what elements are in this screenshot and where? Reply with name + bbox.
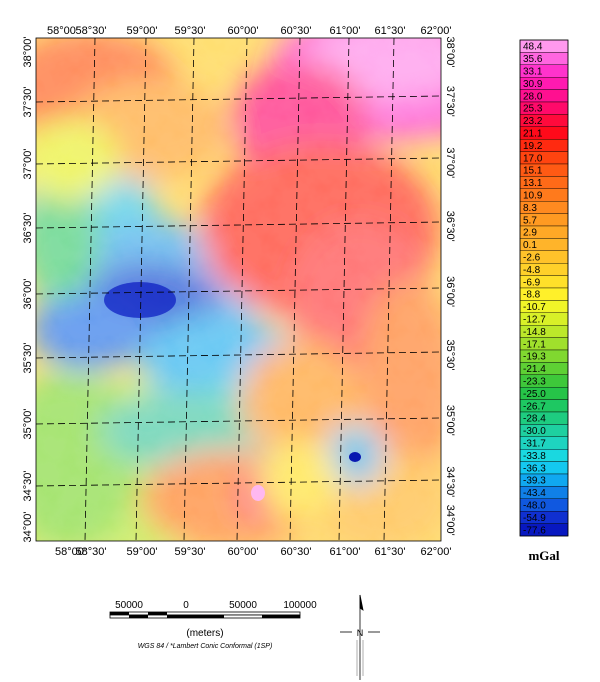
- legend-value: -28.4: [523, 414, 546, 425]
- legend-value: -12.7: [523, 315, 546, 326]
- map-frame: [35, 37, 442, 542]
- left-lat-label: 36°30': [22, 213, 34, 244]
- legend-value: 10.9: [523, 191, 543, 202]
- legend-value: -54.9: [523, 513, 546, 524]
- legend-value: -31.7: [523, 439, 546, 450]
- left-lat-label: 34°00': [22, 512, 34, 543]
- right-lat-label: 34°30': [444, 466, 456, 497]
- right-latitude-labels: 38°00' 37°30' 37°00' 36°30' 36°00' 35°30' 35°0…: [444, 37, 456, 536]
- legend-value: -10.7: [523, 302, 546, 313]
- legend-value: -77.6: [523, 525, 546, 536]
- left-lat-label: 35°30': [22, 343, 34, 374]
- legend-value: 23.2: [523, 116, 543, 127]
- legend-value: 33.1: [523, 67, 543, 78]
- right-lat-label: 37°00': [444, 147, 456, 178]
- legend-unit: mGal: [528, 548, 559, 563]
- legend-value: 35.6: [523, 54, 543, 65]
- projection-label: WGS 84 / *Lambert Conic Conformal (1SP): [138, 643, 273, 650]
- right-lat-label: 38°00': [444, 37, 456, 68]
- legend-value: -48.0: [523, 501, 546, 512]
- legend-value: -30.0: [523, 426, 546, 437]
- top-lon-label: 60°00': [228, 25, 259, 37]
- legend-value: 25.3: [523, 104, 543, 115]
- scale-unit-label: (meters): [186, 628, 223, 639]
- bottom-lon-label: 61°00': [330, 546, 361, 558]
- top-lon-label: 59°30': [175, 25, 206, 37]
- legend-value: -2.6: [523, 253, 541, 264]
- bottom-lon-label: 62°00': [421, 546, 452, 558]
- graticule-lines: [35, 37, 442, 542]
- legend-value: -33.8: [523, 451, 546, 462]
- legend-value: -23.3: [523, 377, 546, 388]
- legend-value: -6.9: [523, 277, 541, 288]
- bottom-lon-label: 61°30': [375, 546, 406, 558]
- top-lon-label: 60°30': [281, 25, 312, 37]
- legend-value: -25.0: [523, 389, 546, 400]
- color-legend: 48.435.6 33.130.928.0 25.323.2 21.119.217.0…: [519, 39, 569, 537]
- scale-bar: 50000 0 50000 100000: [109, 600, 317, 619]
- top-lon-label: 62°00': [421, 25, 452, 37]
- left-lat-label: 36°00': [22, 279, 34, 310]
- right-lat-label: 34°00': [444, 505, 456, 536]
- top-lon-label: 59°00': [127, 25, 158, 37]
- top-lon-label: 58°00': [47, 25, 78, 37]
- left-lat-label: 34°30': [22, 471, 34, 502]
- top-lon-label: 58°30': [76, 25, 107, 37]
- legend-value: -39.3: [523, 476, 546, 487]
- legend-value: 48.4: [523, 42, 543, 53]
- legend-value: 0.1: [523, 240, 537, 251]
- legend-value: 21.1: [523, 129, 543, 140]
- north-arrow-icon: [340, 594, 380, 680]
- legend-value: 19.2: [523, 141, 543, 152]
- right-lat-label: 35°30': [444, 340, 456, 371]
- legend-value: -8.8: [523, 290, 541, 301]
- legend-value: -21.4: [523, 364, 546, 375]
- bottom-lon-label: 58°30': [76, 546, 107, 558]
- scale-tick-label: 50000: [229, 600, 257, 611]
- bottom-lon-label: 60°30': [281, 546, 312, 558]
- legend-value: 15.1: [523, 166, 543, 177]
- left-latitude-labels: 38°00' 37°30' 37°00' 36°30' 36°00' 35°30' 35°0…: [22, 37, 34, 543]
- legend-value: 17.0: [523, 153, 543, 164]
- legend-value: 13.1: [523, 178, 543, 189]
- right-lat-label: 36°30': [444, 211, 456, 242]
- left-lat-label: 37°30': [22, 87, 34, 118]
- top-longitude-labels: 58°00'58°30' 59°00' 59°30' 60°00' 60°30' 61°0…: [47, 25, 451, 37]
- scale-tick-label: 100000: [283, 600, 317, 611]
- legend-value: -43.4: [523, 488, 546, 499]
- legend-value: -4.8: [523, 265, 541, 276]
- bottom-lon-label: 58°00': [55, 546, 86, 558]
- right-lat-label: 37°30': [444, 86, 456, 117]
- north-arrow-label: N: [357, 628, 364, 638]
- legend-value: 30.9: [523, 79, 543, 90]
- legend-value: -19.3: [523, 352, 546, 363]
- legend-value: 2.9: [523, 228, 537, 239]
- legend-value: -14.8: [523, 327, 546, 338]
- left-lat-label: 35°00': [22, 409, 34, 440]
- right-lat-label: 36°00': [444, 276, 456, 307]
- scale-tick-label: 0: [183, 600, 189, 611]
- legend-value: 5.7: [523, 215, 537, 226]
- left-lat-label: 37°00': [22, 149, 34, 180]
- bottom-lon-label: 59°30': [175, 546, 206, 558]
- scale-tick-label: 50000: [115, 600, 143, 611]
- legend-value: 8.3: [523, 203, 537, 214]
- left-lat-label: 38°00': [22, 37, 34, 68]
- bottom-lon-label: 60°00': [228, 546, 259, 558]
- right-lat-label: 35°00': [444, 405, 456, 436]
- legend-value: 28.0: [523, 91, 543, 102]
- legend-value: -26.7: [523, 401, 546, 412]
- legend-value: -36.3: [523, 463, 546, 474]
- bottom-lon-label: 59°00': [127, 546, 158, 558]
- legend-value: -17.1: [523, 339, 546, 350]
- top-lon-label: 61°30': [375, 25, 406, 37]
- top-lon-label: 61°00': [330, 25, 361, 37]
- bottom-longitude-labels: 58°00'58°30' 59°00' 59°30' 60°00' 60°30' 61°0…: [55, 546, 451, 558]
